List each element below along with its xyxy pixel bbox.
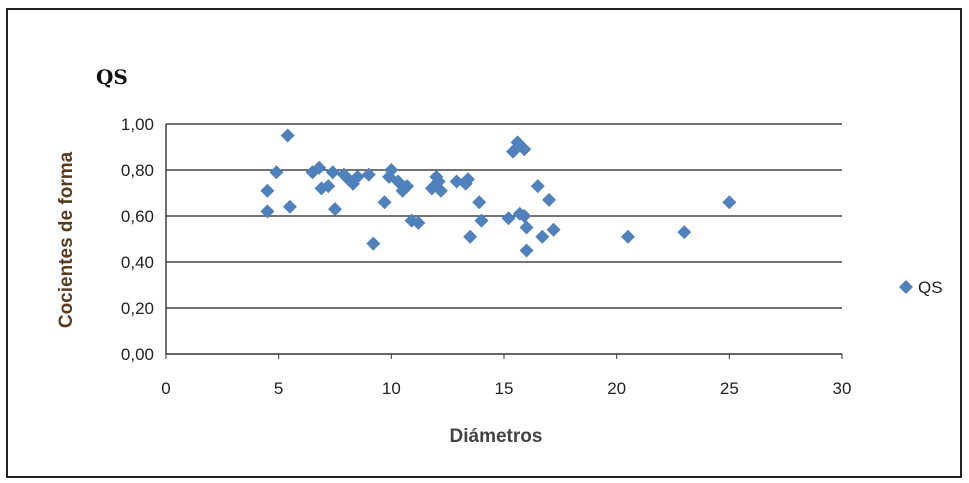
data-point: [312, 160, 327, 175]
y-tick-label: 0,20: [121, 299, 154, 318]
y-axis-label: Cocientes de forma: [56, 151, 77, 328]
data-point: [328, 202, 342, 217]
data-point: [519, 220, 534, 235]
data-point: [677, 225, 692, 240]
y-tick-label: 1,00: [121, 115, 154, 134]
data-point: [282, 199, 297, 214]
data-point: [546, 222, 561, 237]
data-point: [269, 165, 284, 180]
legend-label-qs: QS: [918, 278, 943, 297]
data-point: [472, 195, 487, 210]
data-point: [620, 229, 635, 244]
y-tick-label: 0,80: [121, 161, 154, 180]
data-point: [361, 167, 376, 182]
x-tick-label: 15: [495, 379, 514, 398]
data-point: [321, 179, 336, 194]
x-tick-label: 20: [607, 379, 626, 398]
data-point: [535, 229, 550, 244]
chart-title: QS: [96, 65, 128, 89]
data-point: [350, 169, 365, 184]
y-tick-label: 0,40: [121, 253, 154, 272]
data-point: [463, 229, 478, 244]
data-point: [542, 192, 557, 207]
gridlines: [165, 123, 842, 355]
data-point: [325, 165, 340, 180]
data-point: [260, 183, 275, 198]
x-tick-label: 0: [161, 379, 170, 398]
data-point: [460, 172, 475, 187]
data-point: [517, 209, 532, 223]
legend: QS: [899, 278, 943, 297]
data-point: [384, 163, 399, 177]
y-tick-label: 0,60: [121, 207, 154, 226]
data-point: [280, 128, 295, 143]
data-point: [519, 243, 534, 258]
x-tick-label: 30: [833, 379, 852, 398]
x-axis-label: Diámetros: [450, 426, 543, 447]
data-point: [433, 183, 448, 198]
data-point: [400, 179, 415, 194]
data-point: [517, 142, 532, 157]
x-tick-label: 25: [720, 379, 739, 398]
data-points: [260, 128, 737, 258]
x-tick-label: 10: [382, 379, 401, 398]
data-point: [260, 204, 275, 219]
data-point: [722, 195, 737, 210]
y-axis-ticks: 0,00 0,20 0,40 0,60 0,80 1,00: [121, 115, 154, 364]
data-point: [530, 179, 545, 194]
data-point: [377, 195, 392, 210]
legend-marker-qs: [899, 280, 913, 294]
data-point: [366, 236, 381, 251]
data-point: [501, 211, 516, 226]
x-axis-ticks: 0 5 10 15 20 25 30: [161, 354, 851, 398]
data-point: [474, 213, 489, 228]
y-tick-label: 0,00: [121, 345, 154, 364]
data-point: [411, 215, 426, 230]
x-tick-label: 5: [274, 379, 283, 398]
